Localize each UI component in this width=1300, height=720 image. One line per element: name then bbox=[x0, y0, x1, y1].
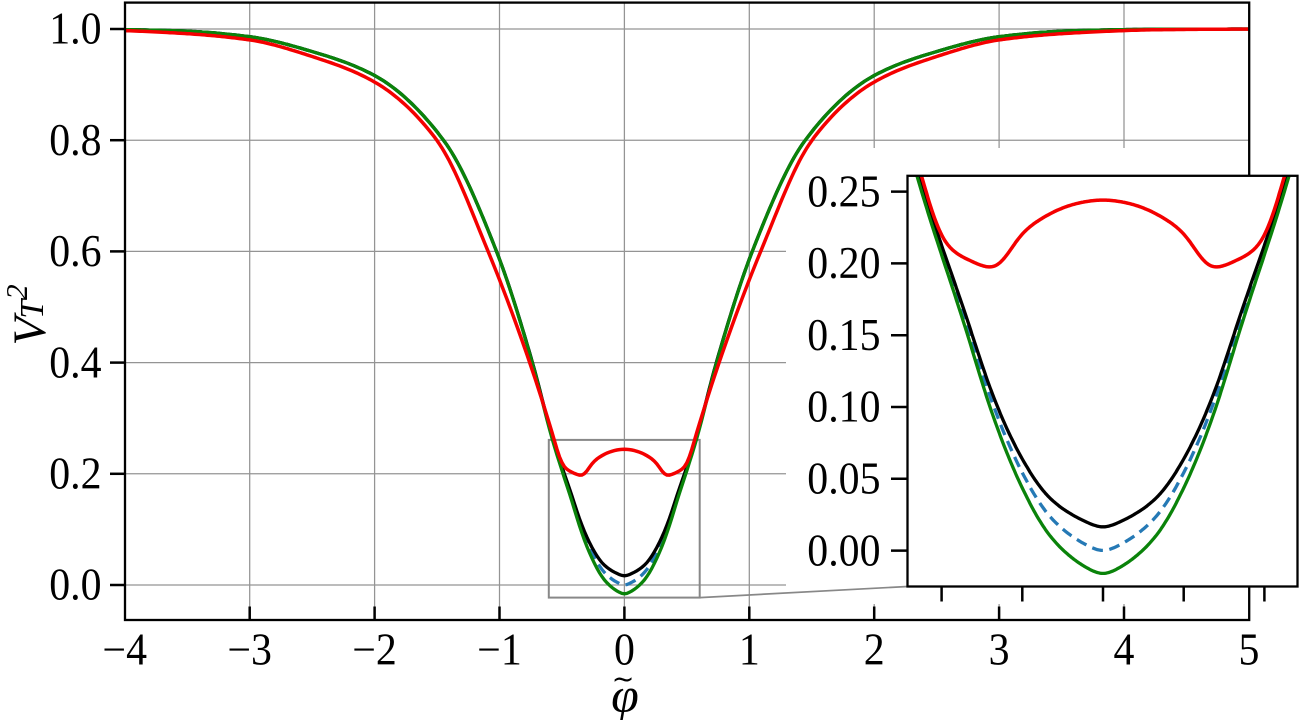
svg-text:0.05: 0.05 bbox=[807, 454, 880, 504]
svg-text:1.0: 1.0 bbox=[49, 4, 101, 54]
svg-text:5: 5 bbox=[1238, 625, 1259, 675]
svg-text:−4: −4 bbox=[103, 625, 148, 675]
svg-text:0.25: 0.25 bbox=[807, 167, 880, 217]
svg-text:−1: −1 bbox=[477, 625, 522, 675]
svg-text:−2: −2 bbox=[352, 625, 397, 675]
svg-text:0.2: 0.2 bbox=[49, 449, 101, 499]
svg-text:0: 0 bbox=[614, 625, 635, 675]
svg-text:φ: φ bbox=[611, 667, 639, 720]
svg-text:0.00: 0.00 bbox=[807, 526, 880, 576]
svg-text:0.4: 0.4 bbox=[49, 338, 102, 388]
svg-text:0.15: 0.15 bbox=[807, 311, 880, 361]
svg-text:0.10: 0.10 bbox=[807, 382, 880, 432]
svg-text:4: 4 bbox=[1114, 625, 1135, 675]
svg-text:0.6: 0.6 bbox=[49, 227, 101, 277]
svg-text:0.20: 0.20 bbox=[807, 239, 880, 289]
svg-text:3: 3 bbox=[989, 625, 1010, 675]
svg-text:∼: ∼ bbox=[612, 664, 635, 694]
svg-text:0.8: 0.8 bbox=[49, 116, 101, 166]
svg-text:1: 1 bbox=[739, 625, 760, 675]
svg-text:2: 2 bbox=[864, 625, 885, 675]
svg-text:0.0: 0.0 bbox=[49, 560, 101, 610]
svg-text:−3: −3 bbox=[227, 625, 272, 675]
